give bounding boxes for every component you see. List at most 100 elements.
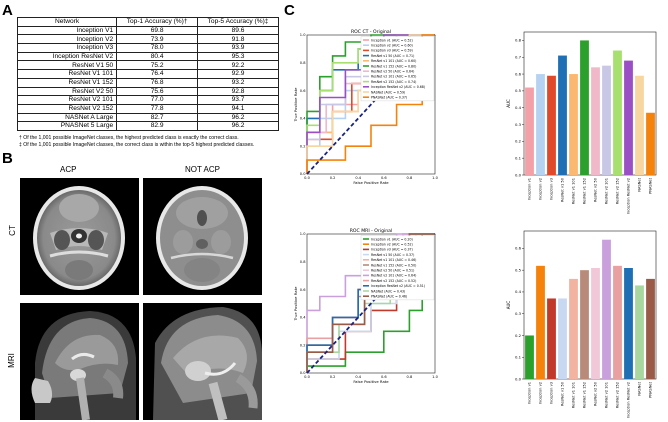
y-tick-label: 1.0 — [300, 33, 306, 37]
table-note-top1: † Of the 1,001 possible ImageNet classes… — [19, 135, 239, 141]
legend-entry: ResNet v2 50 (AUC = 0.51) — [371, 269, 414, 273]
x-tick-label: PNASNet — [649, 177, 653, 193]
table-row: NASNet A Large 82.7 96.2 — [16, 112, 279, 123]
y-tick-label: 0.6 — [300, 89, 306, 93]
top5-cell: 95.3 — [197, 51, 279, 62]
auc-bar — [624, 60, 633, 175]
roc-ct-chart: ROC CT - Original 0.00.0 0.2 0.2 0.4 0.4 0.6 0.… — [293, 29, 439, 185]
legend-entry: ResNet v2 152 (AUC = 0.74) — [371, 80, 416, 84]
y-tick-label: 0.1 — [515, 155, 522, 160]
y-axis-label: AUC — [506, 301, 511, 310]
auc-bar — [536, 74, 545, 175]
legend-entry: ResNet v2 50 (AUC = 0.64) — [371, 70, 414, 74]
x-tick-label: PNASNet — [649, 381, 653, 397]
x-tick-label: 0.8 — [407, 375, 413, 379]
x-tick-label: Inception v3 — [550, 178, 554, 200]
table-body: Inception V1 69.8 89.6 Inception V2 73.9 91.8… — [16, 25, 279, 131]
auc-bar — [580, 40, 589, 175]
mri-scan-acp — [20, 303, 139, 420]
x-tick-label: ResNet v2 152 — [616, 178, 620, 204]
y-tick-label: 0.6 — [300, 288, 306, 292]
legend-entry: Inception v1 (AUC = 0.20) — [371, 237, 413, 241]
x-tick-label: ResNet v1 101 — [572, 178, 576, 204]
column-label-not-acp: NOT ACP — [185, 165, 220, 174]
legend-entry: Inception v3 (AUC = 0.37) — [371, 248, 413, 252]
x-tick-label: ResNet v1 50 — [561, 381, 565, 406]
auc-bar — [525, 335, 534, 379]
plot-frame — [523, 230, 657, 380]
auc-bar — [569, 278, 578, 379]
y-tick-label: 0.0 — [515, 376, 522, 381]
row-label-ct: CT — [7, 225, 17, 236]
auc-bar — [569, 74, 578, 175]
x-tick-label: ResNet v2 152 — [616, 382, 620, 408]
roc-title: ROC MRI - Original — [350, 228, 393, 234]
x-tick-label: Inception v1 — [528, 382, 532, 404]
ct-scan-acp — [20, 178, 139, 295]
legend-entry: ResNet v1 50 (AUC = 0.37) — [371, 253, 414, 257]
x-tick-label: ResNet v2 50 — [594, 177, 598, 202]
top5-cell: 96.2 — [197, 121, 279, 131]
network-cell: NASNet A Large — [16, 112, 118, 123]
x-tick-label: 0.2 — [330, 176, 336, 180]
top1-cell: 77.8 — [116, 103, 199, 114]
y-tick-label: 0.0 — [515, 172, 522, 177]
auc-bar — [602, 239, 611, 379]
network-cell: PNASNet 5 Large — [16, 121, 118, 131]
x-tick-label: 1.0 — [432, 176, 438, 180]
top1-cell: 73.9 — [116, 34, 199, 45]
legend-entry: PNASNet (AUC = 0.37) — [371, 96, 407, 100]
table-row: ResNet V2 101 77.0 93.7 — [16, 95, 279, 105]
legend-entry: NASNet (AUC = 0.43) — [371, 289, 405, 293]
network-cell: ResNet V1 152 — [16, 77, 118, 88]
top1-cell: 75.2 — [116, 60, 199, 71]
x-tick-label: NASNet — [638, 381, 642, 395]
legend-entry: ResNet v2 101 (AUC = 0.64) — [371, 274, 416, 278]
roc-mri-chart: ROC MRI - Original 0.00.0 0.2 0.2 0.4 0.4 0.6 0… — [293, 228, 439, 384]
table-row: Inception V2 73.9 91.8 — [16, 34, 279, 45]
top5-cell: 92.8 — [197, 86, 279, 97]
y-tick-label: 0.2 — [515, 139, 522, 144]
top1-cell: 78.0 — [116, 43, 199, 53]
legend-entry: NASNet (AUC = 0.59) — [371, 90, 405, 94]
x-tick-label: 1.0 — [432, 375, 438, 379]
auc-bar — [580, 270, 589, 379]
y-axis-label: True Positive Rate — [293, 286, 298, 321]
legend-entry: Inception v1 (AUC = 0.52) — [371, 38, 413, 42]
auc-ct-bar-chart: 0.0 0.1 0.2 0.3 0.4 0.5 0.6 0.7 0.8 AUC Inception … — [506, 31, 657, 214]
x-tick-label: ResNet v2 101 — [605, 382, 609, 408]
legend-entry: Inception ResNet v2 (AUC = 0.51) — [371, 284, 425, 288]
y-tick-label: 0.1 — [515, 355, 522, 360]
y-tick-label: 0.2 — [300, 144, 306, 148]
table-row: Inception V1 69.8 89.6 — [16, 25, 279, 36]
x-axis-label: False Positive Rate — [353, 379, 389, 384]
mri-scan-not-acp — [143, 303, 262, 420]
x-tick-label: Inception v2 — [539, 178, 543, 200]
legend-entry: ResNet v1 152 (AUC = 0.80) — [371, 64, 416, 68]
table-header: Top-5 Accuracy (%)‡ — [197, 17, 279, 27]
network-cell: Inception ResNet V2 — [16, 51, 118, 62]
legend-entry: Inception v2 (AUC = 0.60) — [371, 44, 413, 48]
x-tick-label: ResNet v2 50 — [594, 381, 598, 406]
network-cell: ResNet V2 101 — [16, 95, 118, 105]
plot-frame — [523, 31, 657, 176]
legend-entry: PNASNet (AUC = 0.46) — [371, 295, 407, 299]
network-cell: ResNet V1 101 — [16, 69, 118, 79]
top1-cell: 82.7 — [116, 112, 199, 123]
y-tick-label: 0.3 — [515, 122, 522, 127]
top1-cell: 76.4 — [116, 69, 199, 79]
y-axis-label: True Positive Rate — [293, 87, 298, 122]
auc-bar — [613, 265, 622, 379]
x-tick-label: ResNet v1 152 — [583, 178, 587, 204]
y-tick-label: 0.8 — [515, 38, 522, 43]
x-tick-label: 0.2 — [330, 375, 336, 379]
column-label-acp: ACP — [60, 165, 77, 174]
y-tick-label: 0.0 — [300, 172, 306, 176]
top5-cell: 93.7 — [197, 95, 279, 105]
x-tick-label: Inception v2 — [539, 382, 543, 404]
table-row: PNASNet 5 Large 82.9 96.2 — [16, 121, 279, 131]
auc-bar — [547, 75, 556, 175]
auc-bar — [613, 50, 622, 175]
network-cell: Inception V2 — [16, 34, 118, 45]
auc-mri-bar-chart: 0.0 0.1 0.2 0.3 0.4 0.5 0.6 AUC Inception v1 Ince… — [506, 230, 657, 418]
